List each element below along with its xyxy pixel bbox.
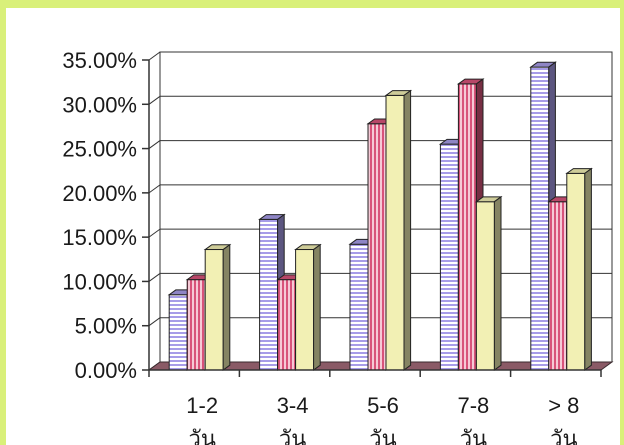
bar-front	[566, 172, 586, 371]
y-axis-ticks: 0.00% 5.00% 10.00% 15.00% 20.00% 25.00% 30.00%…	[62, 48, 149, 383]
bar-front	[457, 83, 477, 371]
bar-front	[385, 94, 405, 371]
chart-frame: 0.00% 5.00% 10.00% 15.00% 20.00% 25.00% 30.00%…	[6, 8, 620, 445]
bar-front	[367, 123, 387, 371]
bar-front	[259, 218, 279, 371]
x-tick-label: 7-8	[458, 393, 490, 418]
bar-front	[277, 279, 297, 371]
bar	[474, 195, 503, 371]
bar-front	[186, 279, 206, 371]
gridline-side	[148, 51, 161, 61]
bar-front	[530, 66, 550, 371]
y-tick-label: 10.00%	[62, 269, 137, 294]
x-tick-label: 1-2	[186, 393, 218, 418]
y-tick-label: 35.00%	[62, 48, 137, 73]
gridline-side	[148, 140, 161, 149]
bar-front	[349, 243, 369, 371]
bar	[384, 89, 413, 371]
x-tick-label-unit: วัน	[550, 426, 577, 445]
bar	[203, 243, 232, 371]
axes	[148, 60, 602, 377]
y-tick-label: 5.00%	[75, 314, 137, 339]
y-tick-label: 20.00%	[62, 181, 137, 206]
bar	[565, 167, 593, 371]
bar-side	[313, 243, 321, 371]
y-tick-label: 25.00%	[62, 137, 137, 162]
bar-chart: 0.00% 5.00% 10.00% 15.00% 20.00% 25.00% 30.00%…	[62, 48, 614, 445]
x-axis-labels: 1-2 วัน 3-4 วัน 5-6 วัน 7-8 วัน > 8 วัน	[186, 393, 579, 445]
x-tick-label: 3-4	[277, 393, 309, 418]
bar-side	[584, 167, 592, 371]
gridline-side	[148, 95, 161, 105]
bar-front	[168, 294, 188, 371]
gridline-side	[148, 317, 161, 327]
y-tick-label: 15.00%	[62, 225, 137, 250]
bar-front	[295, 249, 315, 371]
x-tick-label-unit: วัน	[369, 426, 396, 445]
x-tick-label-unit: วัน	[188, 426, 215, 445]
gridline-side	[148, 228, 161, 238]
gridline-side	[148, 273, 161, 282]
y-tick-label: 30.00%	[62, 92, 137, 117]
x-tick-label: > 8	[548, 393, 579, 418]
x-tick-label-unit: วัน	[460, 426, 487, 445]
gridline-side	[148, 184, 161, 194]
x-tick-label: 5-6	[367, 393, 399, 418]
bar-front	[439, 143, 459, 371]
x-tick-label-unit: วัน	[279, 426, 306, 445]
bar-side	[403, 89, 412, 371]
bar-front	[204, 249, 224, 371]
bar-front	[475, 201, 495, 371]
bar-front	[548, 201, 568, 371]
bar-side	[222, 243, 231, 371]
y-tick-label: 0.00%	[75, 358, 137, 383]
bar-side	[493, 195, 502, 371]
bars	[167, 61, 593, 371]
bar	[294, 243, 322, 371]
